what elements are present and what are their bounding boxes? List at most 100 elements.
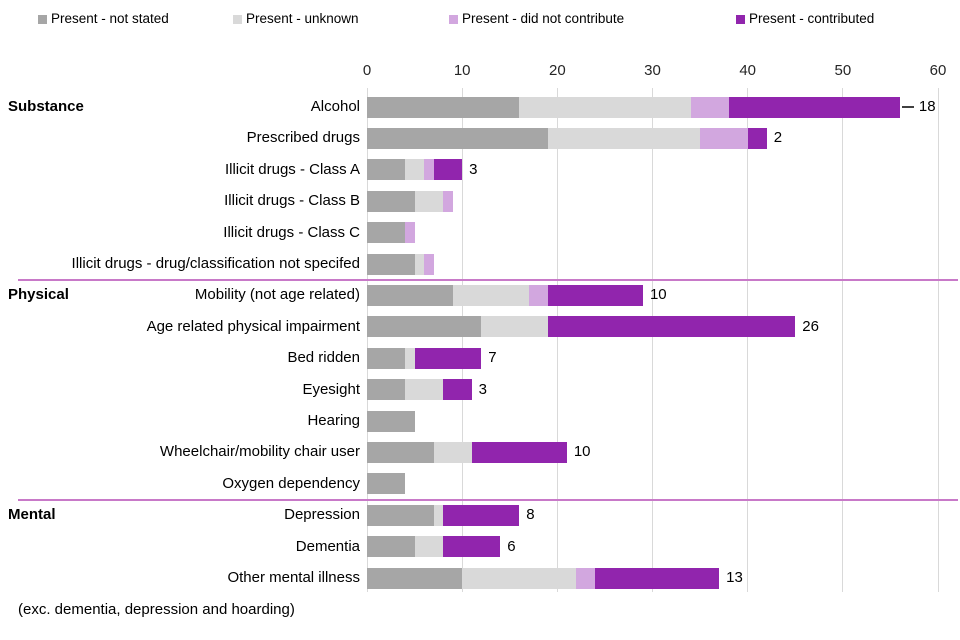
bar-segment-did-not-contribute xyxy=(700,127,748,149)
gridline xyxy=(652,88,653,592)
bar-segment-contributed xyxy=(547,316,796,338)
value-label: 10 xyxy=(573,443,591,461)
bar-segment-contributed xyxy=(443,504,520,526)
gridline xyxy=(842,88,844,592)
bar-segment-contributed xyxy=(471,441,567,463)
bar-segment-not-stated xyxy=(367,253,415,275)
bar-segment-not-stated xyxy=(367,473,406,495)
bar-segment-did-not-contribute xyxy=(528,284,548,306)
bar-segment-not-stated xyxy=(367,379,406,401)
legend-label-contributed: Present - contributed xyxy=(749,11,875,26)
row-label: Age related physical impairment xyxy=(146,317,360,335)
bar-segment-unknown xyxy=(433,441,472,463)
row-label: Eyesight xyxy=(302,380,360,398)
bar-segment-unknown xyxy=(481,316,548,338)
category-label: Substance xyxy=(8,98,84,115)
bar-segment-not-stated xyxy=(367,96,520,118)
bar-segment-not-stated xyxy=(367,159,406,181)
bar-segment-not-stated xyxy=(367,190,415,212)
value-label: 3 xyxy=(469,160,478,178)
row-label: Prescribed drugs xyxy=(246,129,360,147)
row-label: Hearing xyxy=(307,412,360,429)
gridline xyxy=(747,88,749,592)
value-label: 26 xyxy=(802,317,819,335)
bar-segment-did-not-contribute xyxy=(424,253,434,275)
bar-segment-unknown xyxy=(405,379,444,401)
row-label: Illicit drugs - drug/classification not … xyxy=(71,255,360,272)
bar-segment-not-stated xyxy=(367,410,415,432)
row-label: Dementia xyxy=(295,537,360,555)
row-label: Oxygen dependency xyxy=(222,474,360,492)
gridline xyxy=(937,88,939,592)
bar-segment-contributed xyxy=(414,347,482,369)
bar-segment-did-not-contribute xyxy=(405,222,415,244)
bar-segment-unknown xyxy=(405,347,415,369)
row-label: Alcohol xyxy=(310,98,360,115)
legend-label-did-not-contribute: Present - did not contribute xyxy=(462,11,625,26)
section-divider xyxy=(18,498,958,501)
gridline xyxy=(461,88,463,592)
section-divider xyxy=(18,278,958,281)
bar-segment-not-stated xyxy=(367,127,548,149)
row-label: Wheelchair/mobility chair user xyxy=(159,443,360,461)
bar-segment-did-not-contribute xyxy=(443,190,453,212)
bar-segment-unknown xyxy=(519,96,691,118)
bar-segment-unknown xyxy=(414,536,444,558)
row-label: Depression xyxy=(284,506,360,524)
bar-segment-did-not-contribute xyxy=(424,159,434,181)
value-label: 2 xyxy=(773,129,783,147)
leader-line xyxy=(901,106,914,108)
legend-label-not-stated: Present - not stated xyxy=(51,11,169,26)
bar-segment-contributed xyxy=(728,96,900,118)
legend-label-unknown: Present - unknown xyxy=(246,11,359,26)
row-label: Other mental illness xyxy=(227,569,360,586)
bar-segment-unknown xyxy=(414,190,444,212)
bar-segment-not-stated xyxy=(367,347,406,369)
x-axis-tick-label: 0 xyxy=(362,62,372,79)
bar-segment-unknown xyxy=(462,567,577,589)
x-axis-tick-label: 20 xyxy=(548,62,566,79)
gridline xyxy=(556,88,558,592)
bar-segment-contributed xyxy=(433,159,463,181)
x-axis-tick-label: 60 xyxy=(929,62,947,79)
bar-segment-not-stated xyxy=(367,536,415,558)
bar-segment-not-stated xyxy=(367,284,453,306)
value-label: 8 xyxy=(526,506,535,524)
bar-segment-not-stated xyxy=(367,316,482,338)
footnote: (exc. dementia, depression and hoarding) xyxy=(18,601,295,618)
bar-segment-did-not-contribute xyxy=(690,96,729,118)
legend-swatch-contributed xyxy=(736,15,745,24)
bar-segment-contributed xyxy=(443,536,501,558)
row-label: Bed ridden xyxy=(287,349,360,367)
legend-swatch-not-stated xyxy=(38,15,47,24)
bar-segment-contributed xyxy=(547,284,643,306)
legend-swatch-unknown xyxy=(233,15,242,24)
bar-segment-unknown xyxy=(405,159,425,181)
row-label: Illicit drugs - Class A xyxy=(224,160,360,178)
row-label: Mobility (not age related) xyxy=(194,286,360,304)
value-label: 6 xyxy=(507,537,516,555)
bar-segment-contributed xyxy=(747,127,767,149)
bar-segment-not-stated xyxy=(367,504,434,526)
category-label: Mental xyxy=(8,506,56,524)
value-label: 3 xyxy=(478,380,488,398)
bar-segment-not-stated xyxy=(367,441,434,463)
bar-segment-did-not-contribute xyxy=(576,567,596,589)
value-label: 18 xyxy=(918,98,936,115)
bar-segment-not-stated xyxy=(367,222,406,244)
x-axis-tick-label: 40 xyxy=(739,62,756,79)
value-label: 10 xyxy=(649,286,667,304)
x-axis-tick-label: 10 xyxy=(453,62,471,79)
x-axis-tick-label: 30 xyxy=(644,62,661,79)
category-label: Physical xyxy=(8,286,69,304)
bar-segment-unknown xyxy=(433,504,444,526)
bar-segment-unknown xyxy=(414,253,425,275)
bar-segment-contributed xyxy=(443,379,472,401)
x-axis-tick-label: 50 xyxy=(834,62,852,79)
gridline xyxy=(366,88,368,592)
bar-segment-unknown xyxy=(452,284,529,306)
row-label: Illicit drugs - Class C xyxy=(223,223,360,241)
bar-segment-not-stated xyxy=(367,567,463,589)
row-label: Illicit drugs - Class B xyxy=(224,192,360,210)
